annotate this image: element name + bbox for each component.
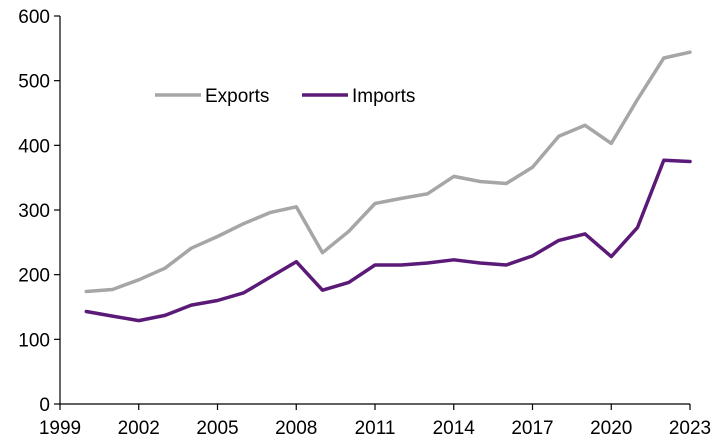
x-tick-label: 2017 [511,418,553,439]
y-tick-label: 500 [18,72,50,93]
legend-label-exports: Exports [205,86,269,107]
x-axis-ticks: 1999 2002 2005 2008 2011 2014 2017 2020 2023 [39,404,711,439]
x-tick-label: 2011 [355,418,396,439]
series-line-imports [84,158,692,323]
y-tick-label: 200 [18,266,50,287]
y-tick-label: 0 [39,395,50,416]
axes [59,16,690,405]
x-tick-label: 2014 [433,418,476,439]
x-tick-label: 1999 [39,418,81,439]
x-tick-label: 2002 [118,418,160,439]
series-group [84,50,692,323]
series-line-exports [84,50,692,294]
x-tick-label: 2020 [590,418,632,439]
legend-label-imports: Imports [352,86,415,107]
x-tick-label: 2005 [196,418,238,439]
y-tick-label: 300 [18,201,50,222]
x-tick-label: 2023 [669,418,711,439]
y-tick-label: 400 [18,136,50,157]
y-tick-label: 600 [18,7,50,28]
y-axis-ticks: 0 100 200 300 400 500 600 [18,7,60,416]
y-tick-label: 100 [18,330,50,351]
x-tick-label: 2008 [275,418,317,439]
legend: Exports Imports [155,86,415,107]
